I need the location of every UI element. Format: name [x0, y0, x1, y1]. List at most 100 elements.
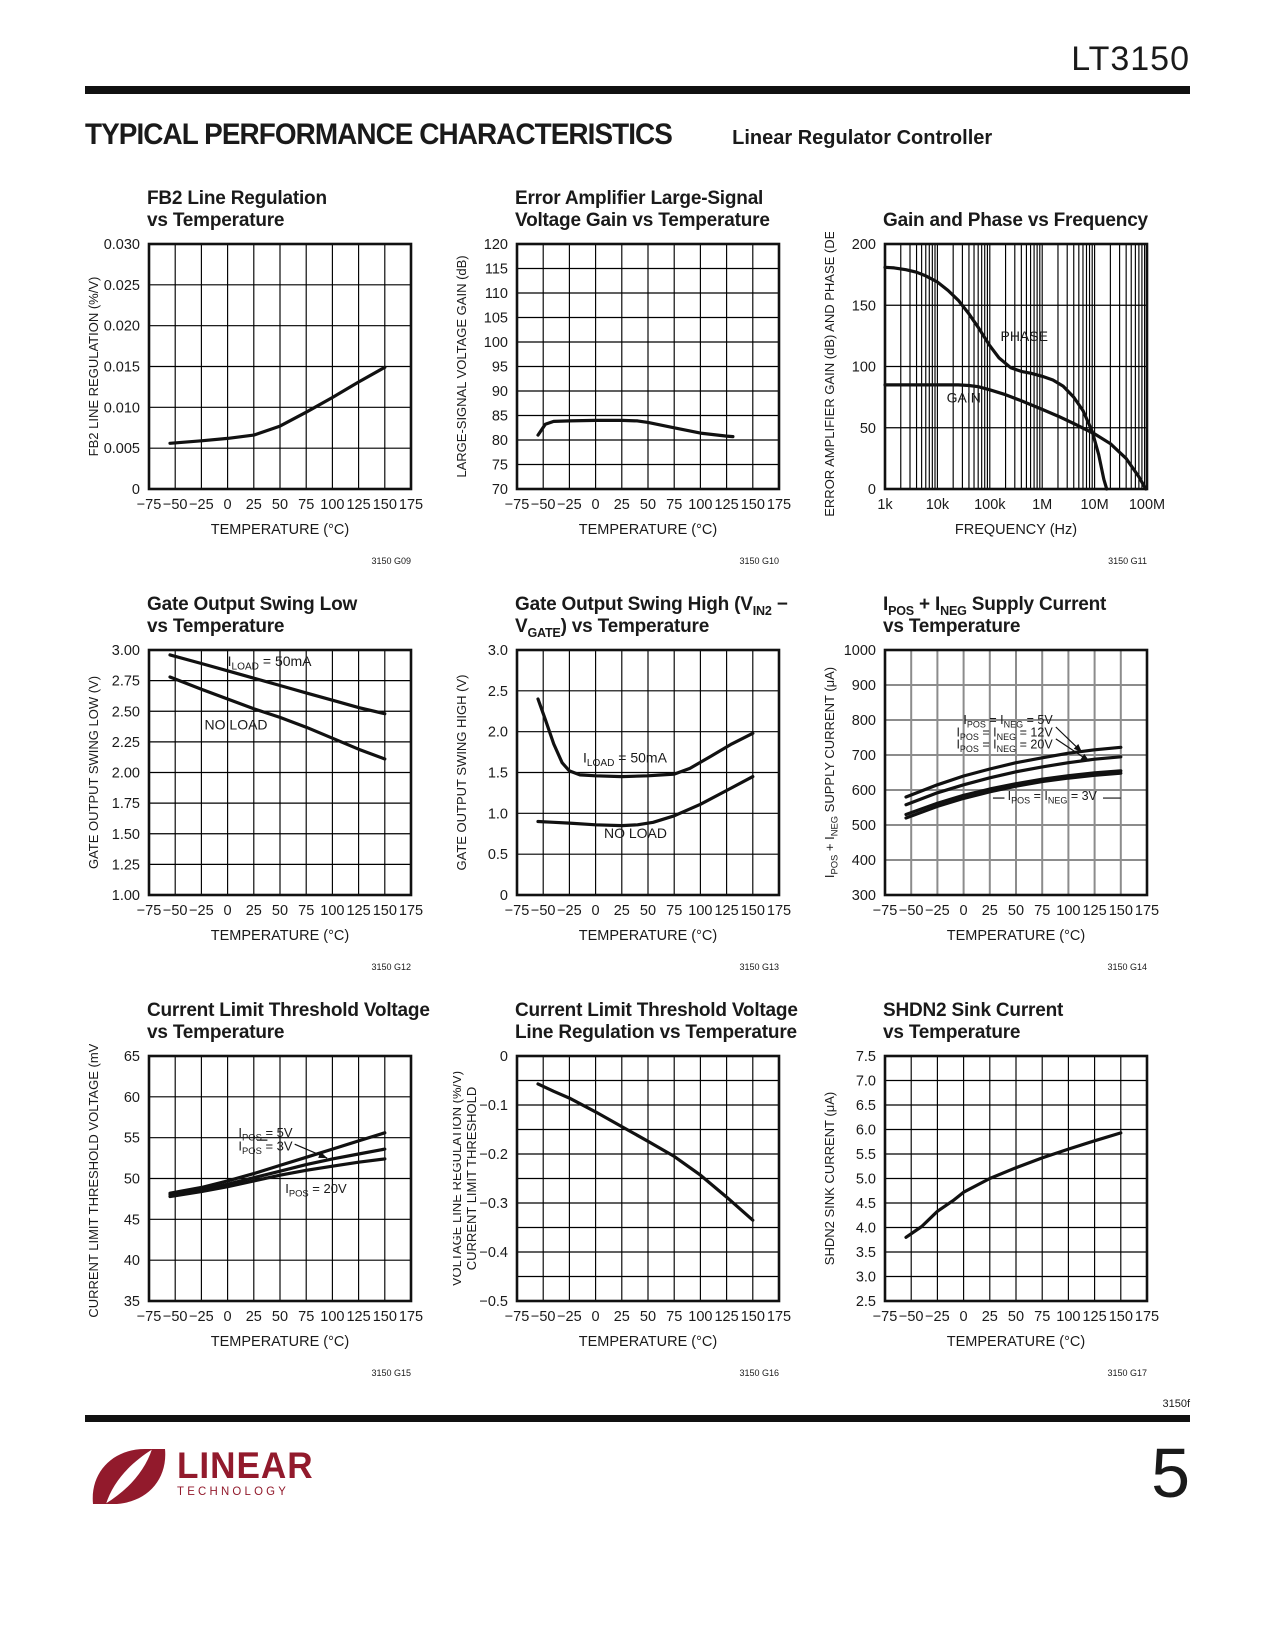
chart-tag: 3150 G17	[1107, 1368, 1147, 1378]
svg-text:0: 0	[592, 497, 600, 513]
series	[904, 1131, 1123, 1239]
svg-text:175: 175	[399, 497, 423, 513]
x-axis-title: TEMPERATURE (°C)	[579, 1334, 717, 1350]
x-axis-title: TEMPERATURE (°C)	[211, 522, 349, 538]
svg-text:400: 400	[852, 853, 876, 869]
svg-text:4.0: 4.0	[856, 1221, 876, 1237]
svg-text:0: 0	[960, 903, 968, 919]
chart-gate-output-swing-high: Gate Output Swing High (VIN2 − VGATE) vs …	[453, 584, 821, 976]
svg-text:100: 100	[688, 497, 712, 513]
svg-text:100: 100	[1056, 903, 1080, 919]
svg-text:100: 100	[320, 1309, 344, 1325]
chart-tag: 3150 G13	[739, 962, 779, 972]
svg-text:6.5: 6.5	[856, 1098, 876, 1114]
svg-text:65: 65	[124, 1049, 140, 1065]
chart-title: Gate Output Swing High (VIN2 − VGATE) vs …	[515, 593, 788, 640]
svg-text:IPOS = 5V: IPOS = 5V	[238, 1125, 292, 1143]
svg-text:1M: 1M	[1032, 497, 1052, 513]
svg-text:115: 115	[485, 262, 508, 278]
chart-shdn2-sink-current: SHDN2 Sink Current vs Temperature −75 −50−…	[821, 990, 1189, 1382]
series-iload-50ma	[168, 653, 387, 716]
svg-text:5.0: 5.0	[856, 1172, 876, 1188]
svg-text:−25: −25	[557, 1309, 582, 1325]
svg-text:600: 600	[852, 783, 876, 799]
chart-canvas: PHASE GAIN 1k 10k 100k 1M 10M 100M FREQUENCY (Hz…	[821, 216, 1189, 570]
chart-fb2-line-regulation: FB2 Line Regulation vs Temperature −75 −50…	[85, 178, 453, 570]
svg-text:0.5: 0.5	[488, 847, 508, 863]
chart-canvas: −75 −50 −25 0 25 50 75 100 125 150 175 TEMPERATURE …	[449, 1044, 821, 1382]
chart-svg: −75 −50 −25 0 25 50 75 100 125 150 175 TEMPERATURE …	[822, 1049, 1159, 1378]
y-axis-title: GATE OUTPUT SWING HIGH (V)	[454, 675, 469, 871]
annotations: PHASE GAIN	[947, 328, 1048, 406]
svg-text:75: 75	[1034, 903, 1050, 919]
svg-text:−75: −75	[873, 903, 898, 919]
svg-text:−50: −50	[531, 1309, 556, 1325]
svg-text:75: 75	[492, 458, 508, 474]
chart-canvas: IPOS = INEG = 5V IPOS = INEG = 12V IPOS = …	[821, 638, 1189, 976]
svg-text:700: 700	[852, 748, 876, 764]
svg-text:0: 0	[500, 888, 508, 904]
svg-text:25: 25	[246, 497, 262, 513]
gridlines	[517, 244, 779, 489]
svg-text:200: 200	[852, 237, 876, 253]
chart-svg: ILOAD = 50mA NO LOAD −75 −50 −25 0 25 50 75 100 12…	[454, 643, 791, 972]
svg-text:0.020: 0.020	[104, 319, 140, 335]
chart-gain-phase-vs-frequency: Gain and Phase vs Frequency PHASE GAIN 1k 1…	[821, 178, 1189, 570]
svg-text:100: 100	[852, 360, 876, 376]
svg-text:−25: −25	[557, 903, 582, 919]
svg-text:2.5: 2.5	[488, 684, 508, 700]
chart-tag: 3150 G16	[739, 1368, 779, 1378]
chart-current-limit-line-regulation: Current Limit Threshold Voltage Line Regu…	[449, 990, 821, 1382]
series-supply-3v	[904, 771, 1123, 820]
svg-text:2.5: 2.5	[856, 1294, 876, 1310]
svg-text:IPOS = INEG = 20V: IPOS = INEG = 20V	[956, 738, 1053, 755]
series-ipos-3v	[168, 1147, 387, 1197]
svg-text:75: 75	[298, 903, 314, 919]
logo-text-column: LINEAR TECHNOLOGY	[177, 1447, 321, 1499]
x-axis: −75 −50 −25 0 25 50 75 100 125 150 175 TEMPERATURE …	[505, 1309, 791, 1350]
chart-title: SHDN2 Sink Current vs Temperature	[883, 999, 1064, 1043]
y-axis-title: ERROR AMPLIFIER GAIN (dB) AND PHASE (DEG…	[822, 232, 837, 517]
svg-text:−75: −75	[137, 903, 162, 919]
svg-text:75: 75	[666, 497, 682, 513]
svg-text:150: 150	[373, 497, 397, 513]
svg-text:5.5: 5.5	[856, 1147, 876, 1163]
chart-tag: 3150 G09	[371, 556, 411, 566]
gridlines	[149, 1056, 411, 1301]
svg-text:−0.2: −0.2	[479, 1147, 508, 1163]
svg-text:100: 100	[1056, 1309, 1080, 1325]
chart-tag: 3150 G10	[739, 556, 779, 566]
y-axis-title: LARGE-SIGNAL VOLTAGE GAIN (dB)	[454, 255, 469, 477]
svg-text:300: 300	[852, 888, 876, 904]
svg-text:GAIN: GAIN	[947, 390, 981, 406]
svg-text:75: 75	[666, 1309, 682, 1325]
chart-title: Gain and Phase vs Frequency	[883, 209, 1148, 231]
y-axis-title: SHDN2 SINK CURRENT (μA)	[822, 1092, 837, 1265]
svg-text:−0.3: −0.3	[479, 1196, 508, 1212]
svg-text:−25: −25	[189, 1309, 214, 1325]
svg-text:−75: −75	[137, 497, 162, 513]
svg-text:1.25: 1.25	[112, 857, 140, 873]
svg-text:175: 175	[1135, 903, 1159, 919]
svg-text:−50: −50	[163, 1309, 188, 1325]
chart-title: Gate Output Swing Low vs Temperature	[147, 593, 358, 637]
svg-text:75: 75	[1034, 1309, 1050, 1325]
x-axis: −75 −50 −25 0 25 50 75 100 125 150 175 TEMPERATURE …	[505, 497, 791, 538]
svg-text:3.0: 3.0	[488, 643, 508, 659]
chart-canvas: −75 −50 −25 0 25 50 75 100 125 150 175 TEMPERATURE …	[821, 1044, 1189, 1382]
svg-text:0.030: 0.030	[104, 237, 140, 253]
svg-text:175: 175	[1135, 1309, 1159, 1325]
series-no-load	[536, 775, 755, 828]
svg-text:1.75: 1.75	[112, 796, 140, 812]
svg-text:50: 50	[640, 903, 656, 919]
svg-text:−75: −75	[505, 903, 530, 919]
svg-text:125: 125	[1082, 903, 1106, 919]
svg-text:0.005: 0.005	[104, 441, 140, 457]
svg-text:0: 0	[592, 903, 600, 919]
svg-text:50: 50	[640, 497, 656, 513]
svg-text:100M: 100M	[1129, 497, 1165, 513]
series	[536, 697, 755, 828]
